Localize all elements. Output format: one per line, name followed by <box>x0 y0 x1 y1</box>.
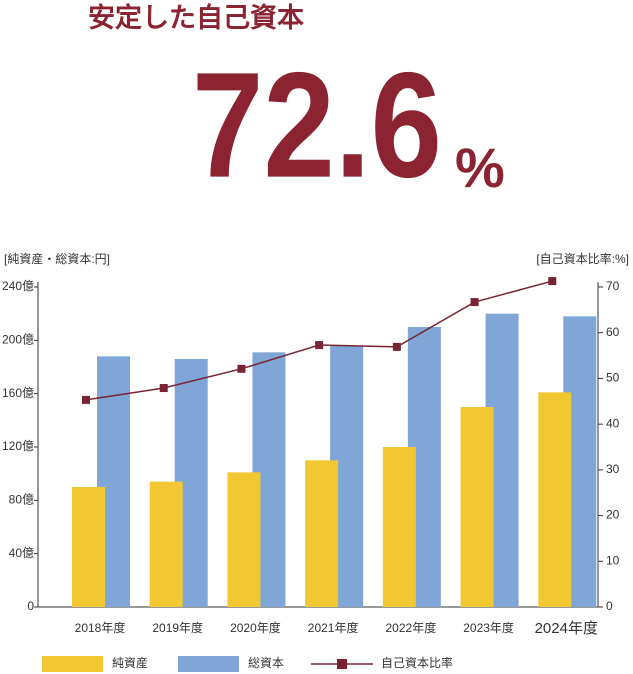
bar <box>460 407 494 607</box>
y2-tick-label: 10 <box>606 553 620 567</box>
line-marker <box>159 384 168 393</box>
bar <box>149 481 183 607</box>
bar <box>538 392 572 607</box>
bar <box>382 447 416 607</box>
line-marker <box>548 277 557 286</box>
y-tick-label: 40億 <box>9 546 34 560</box>
y2-tick-label: 40 <box>606 416 620 430</box>
y2-tick-label: 0 <box>606 599 613 613</box>
bar <box>305 460 339 607</box>
y-tick-label: 0 <box>27 599 34 613</box>
line-marker <box>392 342 401 351</box>
headline-unit: % <box>455 136 505 199</box>
y-tick-label: 200億 <box>2 333 34 347</box>
bar <box>227 472 261 607</box>
headline-value: 72.6 <box>192 41 442 209</box>
legend-swatch <box>42 656 103 672</box>
y2-tick-label: 50 <box>606 371 620 385</box>
chart-title: 安定した自己資本 <box>88 2 304 33</box>
x-tick-label: 2018年度 <box>75 620 126 635</box>
legend-label: 純資産 <box>112 655 148 670</box>
x-tick-label: 2024年度 <box>535 620 598 637</box>
y2-tick-label: 70 <box>606 279 620 293</box>
line-marker <box>237 364 246 373</box>
line-marker <box>470 298 479 307</box>
bar <box>72 487 105 607</box>
y-tick-label: 240億 <box>2 279 34 293</box>
x-tick-label: 2020年度 <box>230 620 281 635</box>
y-axis-label: [純資産・総資本:円] <box>4 251 110 266</box>
legend-marker <box>337 659 347 669</box>
y2-tick-label: 20 <box>606 508 620 522</box>
legend-label: 総資本 <box>248 656 284 670</box>
y2-tick-label: 30 <box>606 462 620 476</box>
line-marker <box>315 341 324 350</box>
y2-tick-label: 60 <box>606 325 620 339</box>
x-tick-label: 2022年度 <box>386 620 437 635</box>
x-tick-label: 2023年度 <box>463 620 514 635</box>
legend-label: 自己資本比率 <box>381 655 453 670</box>
y2-axis-label: [自己資本比率:%] <box>536 251 629 266</box>
y-tick-label: 120億 <box>2 439 34 453</box>
line-marker <box>82 395 90 404</box>
y-tick-label: 160億 <box>2 386 34 400</box>
x-tick-label: 2019年度 <box>152 620 203 635</box>
x-tick-label: 2021年度 <box>308 620 359 635</box>
line <box>85 280 553 401</box>
legend-swatch <box>178 656 239 672</box>
y-tick-label: 80億 <box>9 493 34 507</box>
